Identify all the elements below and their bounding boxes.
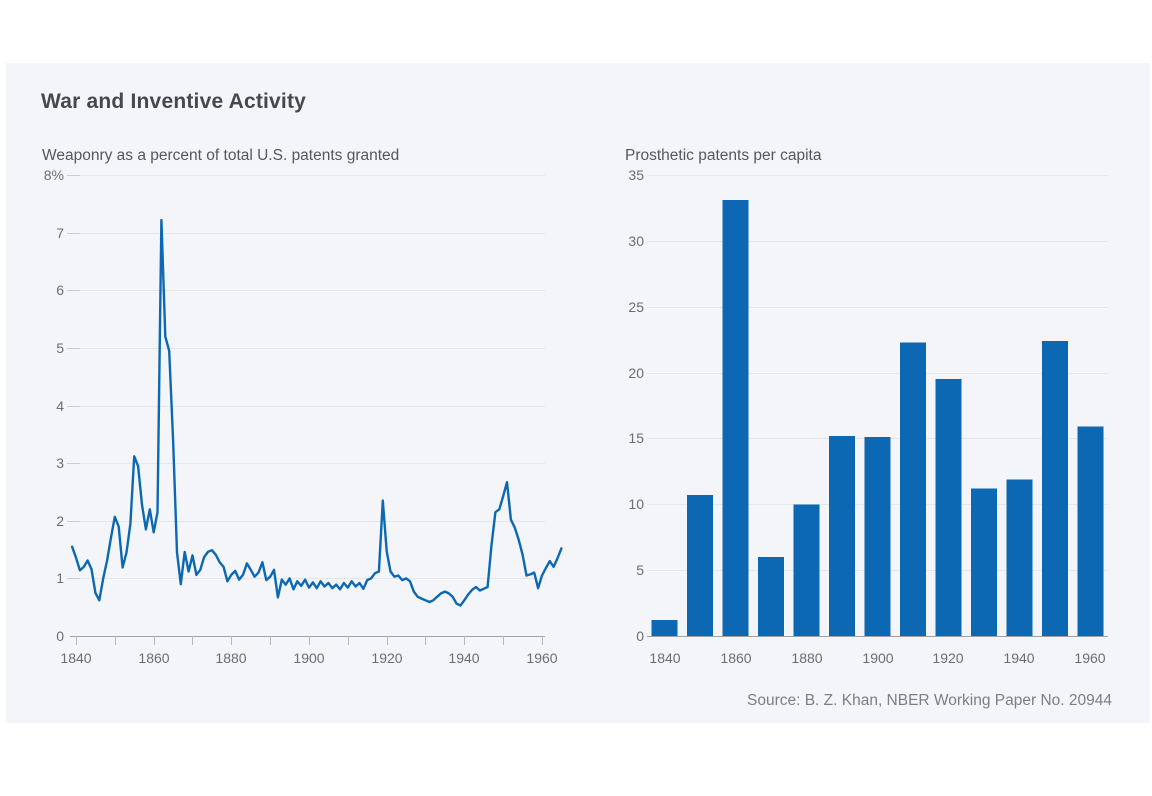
left-y-axis-label: 0 bbox=[56, 628, 64, 644]
prosthetic-bar-chart bbox=[647, 175, 1108, 637]
left-x-axis-label: 1940 bbox=[448, 650, 480, 666]
right-x-axis-label: 1900 bbox=[862, 650, 894, 666]
left-y-axis-label: 3 bbox=[56, 455, 64, 471]
right-y-axis-label: 15 bbox=[628, 430, 644, 446]
bar-1860 bbox=[722, 200, 749, 636]
left-y-axis-label: 8% bbox=[43, 167, 64, 183]
weaponry-line-chart bbox=[67, 175, 563, 645]
right-y-axis-label: 5 bbox=[636, 562, 644, 578]
prosthetic-chart-title: Prosthetic patents per capita bbox=[625, 147, 822, 164]
left-y-axis-label: 5 bbox=[56, 340, 64, 356]
gridlines bbox=[67, 175, 545, 645]
bar-1960 bbox=[1077, 426, 1104, 636]
left-y-axis-label: 7 bbox=[56, 225, 64, 241]
page-title: War and Inventive Activity bbox=[41, 90, 307, 113]
left-x-axis-label: 1960 bbox=[526, 650, 558, 666]
left-x-axis-label: 1920 bbox=[371, 650, 403, 666]
weaponry-chart-title: Weaponry as a percent of total U.S. pate… bbox=[42, 147, 400, 164]
bar-1930 bbox=[970, 488, 997, 636]
left-y-axis-label: 6 bbox=[56, 282, 64, 298]
bar-1920 bbox=[935, 379, 962, 636]
right-x-axis-label: 1880 bbox=[791, 650, 823, 666]
right-x-axis-label: 1960 bbox=[1074, 650, 1106, 666]
right-y-axis-label: 20 bbox=[628, 365, 644, 381]
source-citation: Source: B. Z. Khan, NBER Working Paper N… bbox=[746, 692, 1112, 709]
left-y-axis-label: 4 bbox=[56, 398, 64, 414]
bar-1890 bbox=[829, 435, 855, 636]
left-y-axis-label: 1 bbox=[56, 570, 64, 586]
bar-1940 bbox=[1006, 479, 1033, 636]
bar-1950 bbox=[1041, 341, 1068, 636]
bar-1870 bbox=[758, 557, 785, 636]
left-x-axis-label: 1880 bbox=[215, 650, 247, 666]
bar-1850 bbox=[687, 495, 714, 636]
bar-1880 bbox=[793, 504, 820, 636]
left-x-axis-label: 1860 bbox=[138, 650, 170, 666]
bar-1900 bbox=[864, 437, 891, 636]
right-y-axis-label: 25 bbox=[628, 299, 644, 315]
right-x-axis-label: 1920 bbox=[932, 650, 964, 666]
right-y-axis-label: 0 bbox=[636, 628, 644, 644]
right-x-axis-label: 1860 bbox=[720, 650, 752, 666]
right-x-axis-label: 1940 bbox=[1003, 650, 1035, 666]
left-x-axis-label: 1840 bbox=[60, 650, 92, 666]
bar-1910 bbox=[900, 342, 926, 636]
left-x-axis-label: 1900 bbox=[293, 650, 325, 666]
bar-1840 bbox=[651, 620, 678, 636]
right-y-axis-label: 30 bbox=[628, 233, 644, 249]
weaponry-line-series bbox=[70, 218, 563, 607]
right-x-axis-label: 1840 bbox=[649, 650, 681, 666]
right-y-axis-label: 35 bbox=[628, 167, 644, 183]
left-y-axis-label: 2 bbox=[56, 513, 64, 529]
right-y-axis-label: 10 bbox=[628, 496, 644, 512]
